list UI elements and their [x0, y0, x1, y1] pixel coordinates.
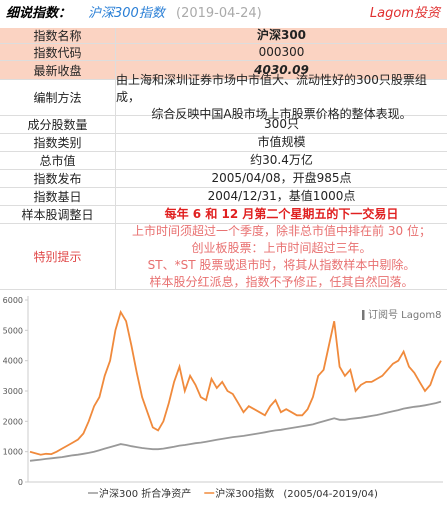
y-tick-label: 2000: [3, 417, 23, 426]
table-row: 编制方法 由上海和深圳证券市场中市值大、流动性好的300只股票组成， 综合反映中国A…: [0, 73, 447, 121]
chart-note: (2005/04-2019/04): [283, 489, 378, 500]
y-tick-label: 4000: [3, 357, 23, 366]
table-row: 指数类别 市值规模: [0, 134, 447, 152]
y-tick-label: 3000: [3, 387, 23, 396]
row-value: 000300: [116, 44, 447, 60]
value-text: 创业板股票：上市时间超过三年。: [191, 240, 372, 255]
row-label: 指数类别: [0, 134, 116, 151]
row-label: 特别提示: [0, 224, 116, 289]
row-value: 每年 6 和 12 月第二个星期五的下一交易日: [116, 206, 447, 223]
row-label: 指数代码: [0, 44, 116, 60]
value-text: 每年 6 和 12 月第二个星期五的下一交易日: [164, 207, 399, 221]
row-label: 总市值: [0, 152, 116, 169]
row-value: 市值规模: [116, 134, 447, 151]
row-label: 编制方法: [0, 80, 116, 115]
row-value: 由上海和深圳证券市场中市值大、流动性好的300只股票组成， 综合反映中国A股市场上…: [116, 73, 447, 121]
value-text: 2005/04/08，开盘985点: [211, 171, 352, 185]
value-text: 市值规模: [257, 135, 306, 149]
watermark: 订阅号 Lagom8: [368, 308, 441, 321]
row-label: 最新收盘: [0, 61, 116, 79]
y-tick-label: 5000: [3, 326, 23, 335]
table-row: 成分股数量 300只: [0, 116, 447, 134]
watermark-bar: [362, 310, 365, 320]
row-label: 指数基日: [0, 188, 116, 205]
legend-label: 沪深300指数: [215, 487, 274, 500]
value-text: 300只: [264, 117, 299, 131]
row-value: 沪深300: [116, 28, 447, 43]
row-value: 4030.09: [116, 61, 447, 79]
table-row: 特别提示 上市时间须超过一个季度，除非总市值中排在前 30 位； 创业板股票：上市时…: [0, 224, 447, 290]
table-row: 样本股调整日 每年 6 和 12 月第二个星期五的下一交易日: [0, 206, 447, 224]
series-line: [29, 309, 442, 456]
row-value: 约30.4万亿: [116, 152, 447, 169]
value-text: 样本股分红派息，指数不予修正，任其自然回落。: [149, 274, 414, 289]
legend-label: 沪深300 折合净资产: [99, 487, 191, 500]
row-label: 成分股数量: [0, 116, 116, 133]
y-tick-label: 0: [18, 478, 23, 487]
value-text: ST、*ST 股票或退市时，将其从指数样本中剔除。: [147, 257, 416, 272]
value-text: 2004/12/31，基值1000点: [207, 189, 356, 203]
chart: 0 1000 2000 3000 4000 5000 6000 订阅号 Lagom8 沪深300…: [0, 292, 448, 509]
row-value: 2004/12/31，基值1000点: [116, 188, 447, 205]
table-row: 指数发布 2005/04/08，开盘985点: [0, 170, 447, 188]
header: 细说指数： 沪深300指数 (2019-04-24) Lagom投资: [0, 0, 448, 28]
row-label: 样本股调整日: [0, 206, 116, 223]
header-brand: Lagom投资: [369, 6, 440, 21]
y-tick-label: 1000: [3, 448, 23, 457]
value-text: 上市时间须超过一个季度，除非总市值中排在前 30 位；: [132, 223, 431, 238]
header-date: (2019-04-24): [176, 6, 262, 21]
value-text: 4030.09: [254, 62, 309, 77]
value-text: 由上海和深圳证券市场中市值大、流动性好的300只股票组成，: [116, 73, 427, 104]
row-value: 上市时间须超过一个季度，除非总市值中排在前 30 位； 创业板股票：上市时间超过三…: [116, 224, 447, 289]
header-title: 细说指数：: [6, 6, 72, 21]
table-row: 总市值 约30.4万亿: [0, 152, 447, 170]
table-row: 指数代码 000300: [0, 44, 447, 61]
header-index: 沪深300指数: [88, 6, 165, 21]
series-line: [29, 400, 442, 462]
row-value: 2005/04/08，开盘985点: [116, 170, 447, 187]
table-row: 指数名称 沪深300: [0, 28, 447, 44]
value-text: 约30.4万亿: [250, 153, 313, 167]
value-text: 000300: [258, 44, 305, 59]
row-value: 300只: [116, 116, 447, 133]
row-label: 指数名称: [0, 28, 116, 43]
y-tick-label: 6000: [3, 296, 23, 305]
value-text: 沪深300: [256, 28, 307, 42]
table-row: 最新收盘 4030.09: [0, 61, 447, 80]
value-text: 综合反映中国A股市场上市股票价格的整体表现。: [151, 107, 412, 121]
table-row: 指数基日 2004/12/31，基值1000点: [0, 188, 447, 206]
row-label: 指数发布: [0, 170, 116, 187]
